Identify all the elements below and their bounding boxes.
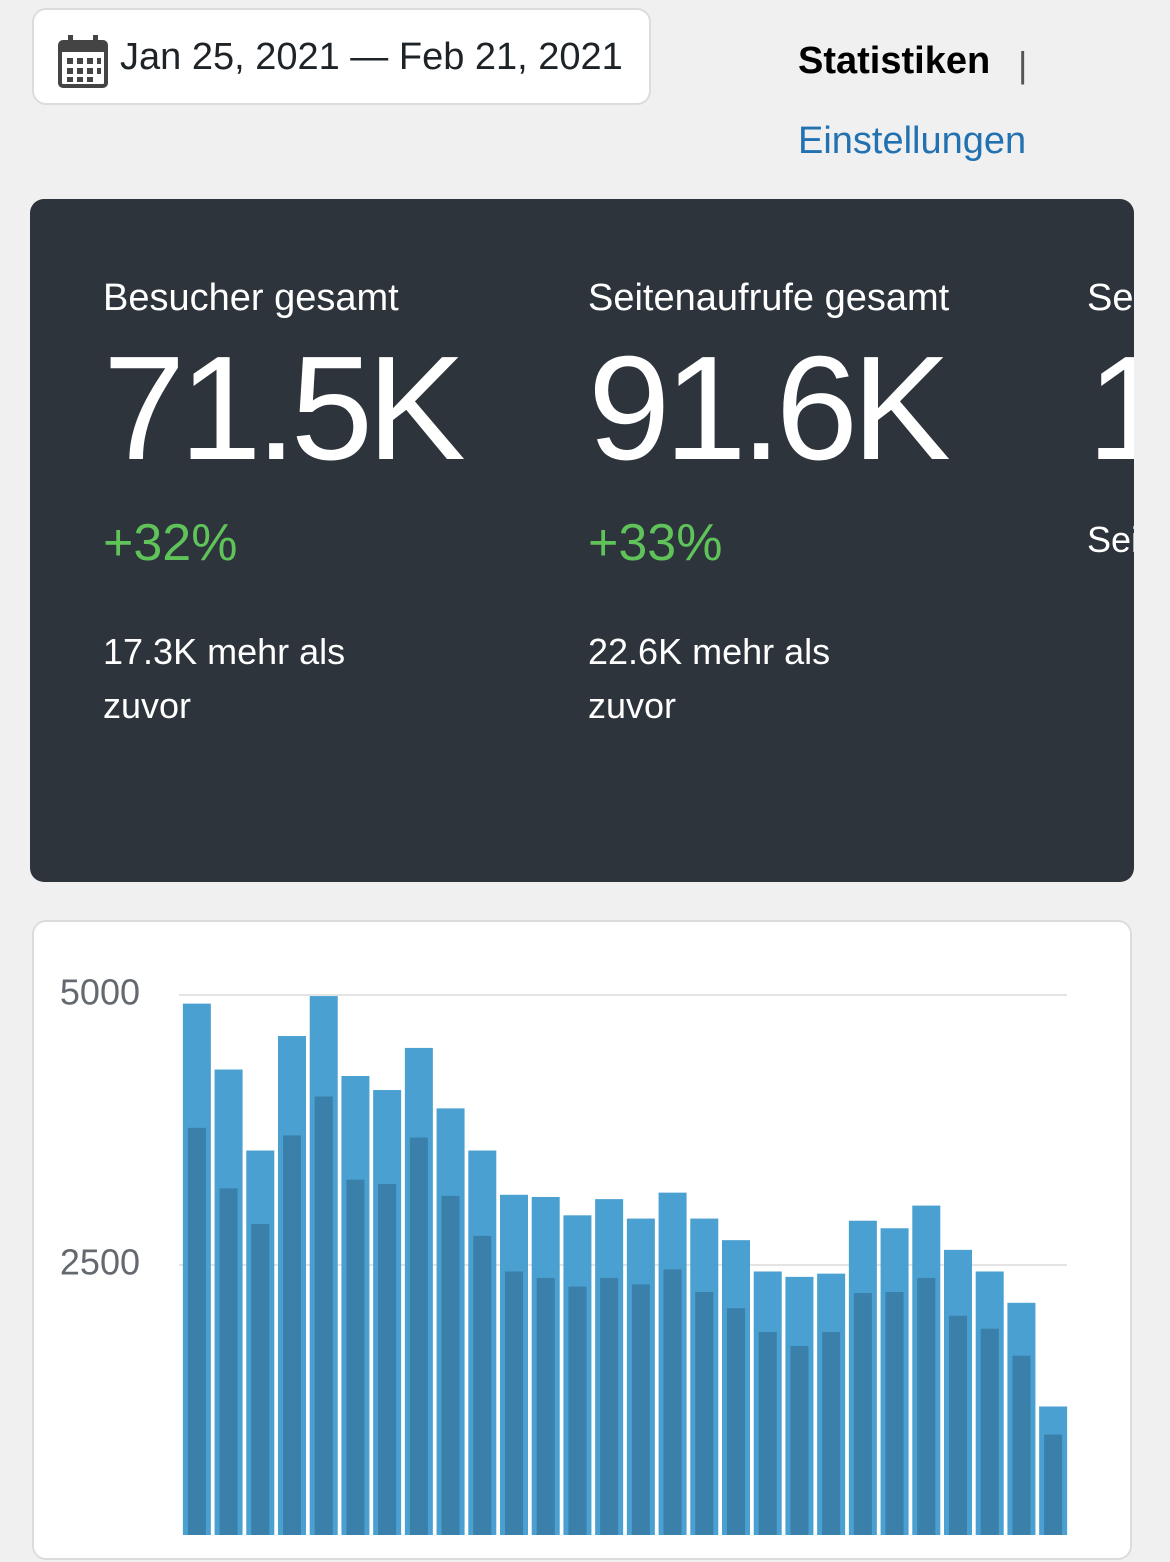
bar <box>536 1277 555 1535</box>
bar <box>283 1135 301 1535</box>
bar <box>1044 1434 1063 1535</box>
stat-value: 91.6K <box>588 326 951 491</box>
bar <box>980 1328 999 1535</box>
bar <box>409 1137 428 1535</box>
stat-column: Besucher gesamt 71.5K +32% 17.3K mehr als z… <box>103 271 503 733</box>
bar <box>473 1235 492 1535</box>
stat-column: Seitenaufrufe gesamt 91.6K +33% 22.6K mehr … <box>588 271 988 733</box>
chart: 2500 5000 <box>60 972 1068 1535</box>
stat-note: 17.3K mehr als zuvor <box>103 631 346 726</box>
chart-card: 2500 5000 <box>32 920 1132 1560</box>
page: Jan 25, 2021 — Feb 21, 2021 Statistiken … <box>30 8 1134 1560</box>
bar <box>378 1184 397 1535</box>
stat-change: +33% <box>588 514 723 572</box>
bar <box>251 1223 270 1535</box>
stat-label: Sei in E <box>1087 277 1134 319</box>
stat-value: 1 <box>1087 326 1134 491</box>
stat-value: 71.5K <box>103 326 466 491</box>
nav-link[interactable]: Einstellungen <box>798 120 1027 162</box>
bar <box>885 1292 904 1535</box>
bar <box>663 1269 682 1535</box>
stat-label: Besucher gesamt <box>103 277 399 319</box>
stats-card: Besucher gesamt 71.5K +32% 17.3K mehr als z… <box>30 199 1134 882</box>
y-tick-label: 5000 <box>60 972 140 1013</box>
bar <box>631 1284 650 1535</box>
bar <box>917 1277 936 1535</box>
bar <box>187 1127 206 1535</box>
bar <box>441 1195 460 1535</box>
bar <box>727 1308 745 1535</box>
bar <box>314 1096 333 1535</box>
bar <box>505 1271 523 1535</box>
y-tick-label: 2500 <box>60 1242 140 1283</box>
bar <box>949 1315 967 1535</box>
bar <box>346 1179 365 1535</box>
bar <box>853 1293 872 1535</box>
stat-column: Sei in E 1 Sei in de Stu <box>1087 271 1134 567</box>
stat-change: +32% <box>103 514 238 572</box>
bar <box>790 1346 809 1535</box>
stat-note: Sei in de Stu <box>1087 519 1134 560</box>
calendar-icon <box>58 35 108 88</box>
date-range: Jan 25, 2021 — Feb 21, 2021 <box>120 36 623 78</box>
nav-tab[interactable]: Statistiken <box>798 40 991 82</box>
nav-separator: | <box>1018 44 1028 85</box>
bar <box>758 1331 777 1535</box>
bar <box>695 1292 714 1535</box>
date-range-picker[interactable]: Jan 25, 2021 — Feb 21, 2021 <box>32 8 651 105</box>
bar <box>600 1277 619 1535</box>
stat-label: Seitenaufrufe gesamt <box>588 277 950 319</box>
bar <box>822 1331 841 1535</box>
bar <box>219 1188 238 1535</box>
bar <box>1012 1355 1031 1535</box>
bar <box>568 1286 587 1535</box>
stat-note: 22.6K mehr als zuvor <box>588 631 831 726</box>
